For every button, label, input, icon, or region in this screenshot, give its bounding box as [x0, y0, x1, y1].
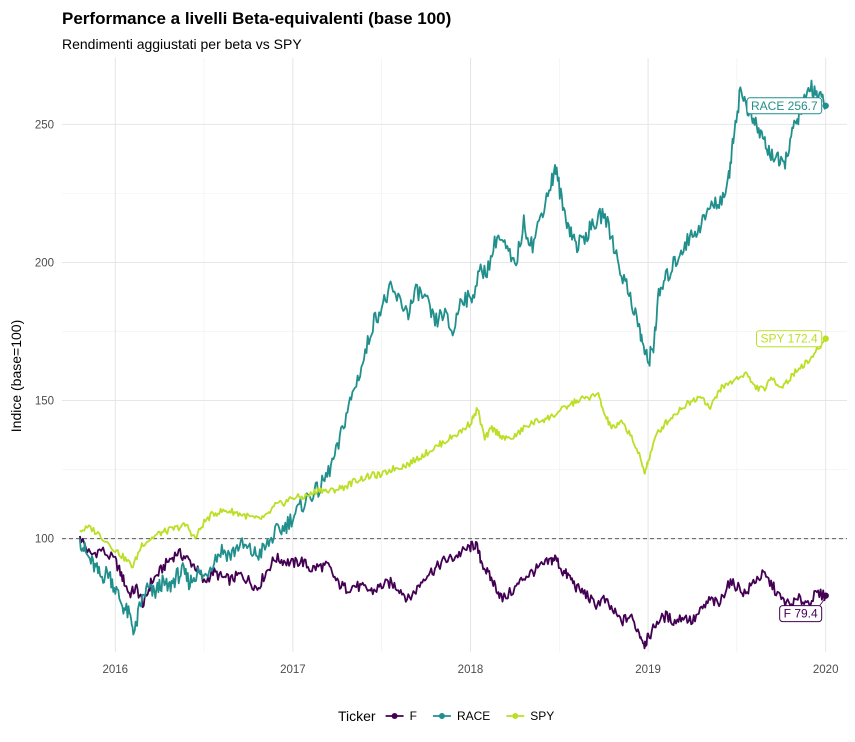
legend-key-point: [438, 713, 445, 719]
x-tick-label: 2018: [458, 664, 484, 676]
legend-key-point: [391, 713, 398, 719]
legend-item-f: F: [385, 709, 417, 723]
x-tick-label: 2019: [635, 664, 661, 676]
end-label-box: [756, 330, 823, 348]
end-label-f: F 79.4: [779, 597, 827, 623]
end-label-text: F 79.4: [784, 607, 818, 621]
x-tick-label: 2017: [280, 664, 306, 676]
chart-title: Performance a livelli Beta-equivalenti (…: [62, 9, 451, 28]
end-point-f: [822, 592, 829, 599]
legend-title: Ticker: [338, 708, 376, 724]
legend: Ticker F RACE SPY: [338, 708, 554, 724]
legend-item-spy: SPY: [506, 709, 554, 723]
series-line-f: [78, 535, 827, 650]
end-label-race: RACE 256.7: [746, 97, 823, 115]
end-point-race: [822, 102, 829, 109]
y-tick-label: 250: [35, 119, 54, 131]
end-label-text: RACE 256.7: [751, 99, 818, 113]
y-tick-label: 150: [35, 396, 54, 408]
end-label-spy: SPY 172.4: [756, 330, 823, 348]
end-label-box: [746, 97, 823, 115]
series-line-race: [78, 79, 827, 636]
y-axis-title: Indice (base=100): [8, 320, 24, 432]
axis-ticks: 2016 2017 2018 2019 2020 100 150 200 250: [35, 119, 839, 676]
series-layer: [78, 79, 829, 650]
series-line-spy: [79, 338, 827, 569]
chart-subtitle: Rendimenti aggiustati per beta vs SPY: [62, 36, 302, 52]
grid: [62, 58, 847, 652]
legend-key-point: [512, 713, 519, 719]
legend-label: SPY: [530, 709, 554, 723]
end-labels: F 79.4 RACE 256.7 SPY 172.4: [746, 97, 827, 623]
end-point-spy: [822, 335, 829, 342]
y-tick-label: 200: [35, 257, 54, 269]
end-label-text: SPY 172.4: [761, 332, 818, 346]
end-label-leader: [819, 597, 827, 606]
end-label-box: [779, 605, 823, 623]
x-tick-label: 2016: [102, 664, 128, 676]
legend-label: RACE: [457, 709, 490, 723]
y-tick-label: 100: [35, 534, 54, 546]
legend-item-race: RACE: [432, 709, 490, 723]
legend-label: F: [410, 709, 417, 723]
x-tick-label: 2020: [813, 664, 839, 676]
